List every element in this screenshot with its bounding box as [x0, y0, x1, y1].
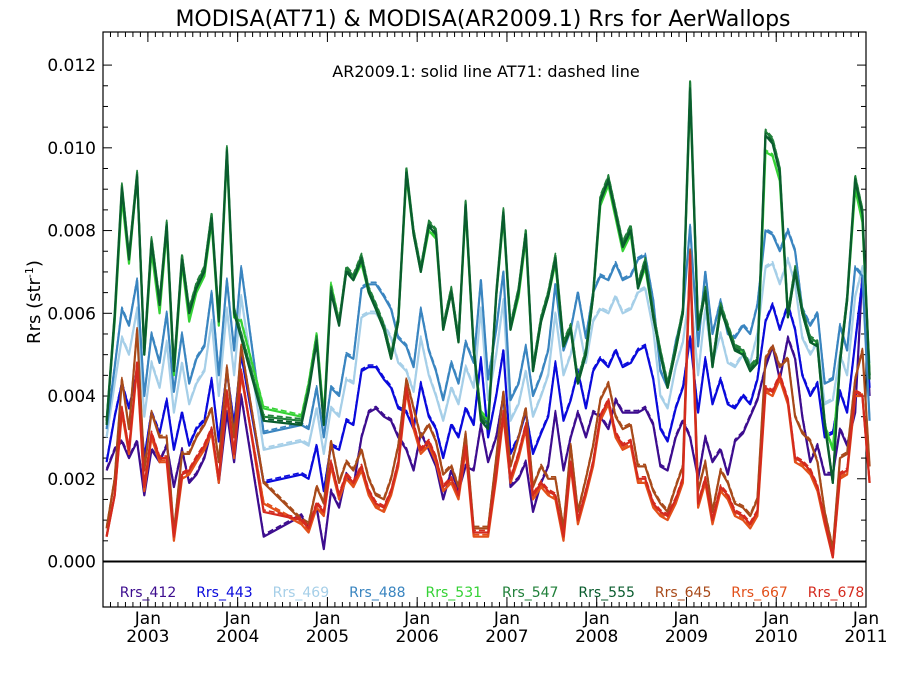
x-tick-month: Jan [403, 609, 430, 629]
series-line-dashed [105, 269, 871, 548]
legend-item: Rrs_469 [273, 585, 330, 601]
legend-item: Rrs_667 [731, 585, 788, 601]
series-line-dashed [105, 223, 871, 437]
y-axis-label-superscript: -1 [23, 267, 36, 278]
y-tick-label: 0.012 [47, 56, 96, 76]
legend-item: Rrs_645 [655, 585, 712, 601]
x-tick-year: 2004 [216, 627, 259, 647]
series-line-dashed [105, 87, 871, 482]
legend-item: Rrs_443 [196, 585, 253, 601]
x-tick-year: 2003 [126, 627, 169, 647]
y-axis-label-main: Rrs (str [24, 277, 45, 343]
x-tick-month: Jan [313, 609, 340, 629]
x-tick-month: Jan [762, 609, 789, 629]
series-line-dashed [105, 256, 871, 557]
line-style-note: AR2009.1: solid line AT71: dashed line [332, 62, 639, 81]
x-tick-month: Jan [852, 609, 879, 629]
y-axis-label: Rrs (str-1) [23, 260, 45, 344]
chart-title: MODISA(AT71) & MODISA(AR2009.1) Rrs for … [175, 7, 790, 32]
y-axis-label-end: ) [24, 260, 45, 267]
x-tick-year: 2009 [665, 627, 708, 647]
y-tick-label: 0.010 [47, 139, 96, 159]
x-tick-year: 2010 [755, 627, 798, 647]
legend-item: Rrs_678 [808, 585, 865, 601]
x-tick-month: Jan [134, 609, 161, 629]
x-tick-year: 2006 [396, 627, 439, 647]
x-tick-month: Jan [493, 609, 520, 629]
legend-item: Rrs_488 [349, 585, 406, 601]
plot-area: 0.0000.0020.0040.0060.0080.0100.012Jan20… [47, 31, 888, 647]
y-tick-label: 0.008 [47, 222, 96, 242]
y-tick-label: 0.000 [47, 552, 96, 572]
x-tick-month: Jan [672, 609, 699, 629]
legend-item: Rrs_412 [120, 585, 177, 601]
series-line-dashed [105, 252, 871, 557]
x-tick-month: Jan [583, 609, 610, 629]
x-tick-year: 2005 [306, 627, 349, 647]
x-tick-month: Jan [224, 609, 251, 629]
legend-item: Rrs_531 [426, 585, 483, 601]
x-tick-year: 2007 [485, 627, 528, 647]
x-tick-year: 2011 [844, 627, 887, 647]
legend-item: Rrs_547 [502, 585, 559, 601]
y-tick-label: 0.006 [47, 304, 96, 324]
y-tick-label: 0.002 [47, 470, 96, 490]
y-tick-label: 0.004 [47, 387, 96, 407]
x-tick-year: 2008 [575, 627, 618, 647]
series-line-dashed [105, 256, 871, 453]
legend-item: Rrs_555 [578, 585, 635, 601]
series-line-dashed [105, 248, 871, 548]
